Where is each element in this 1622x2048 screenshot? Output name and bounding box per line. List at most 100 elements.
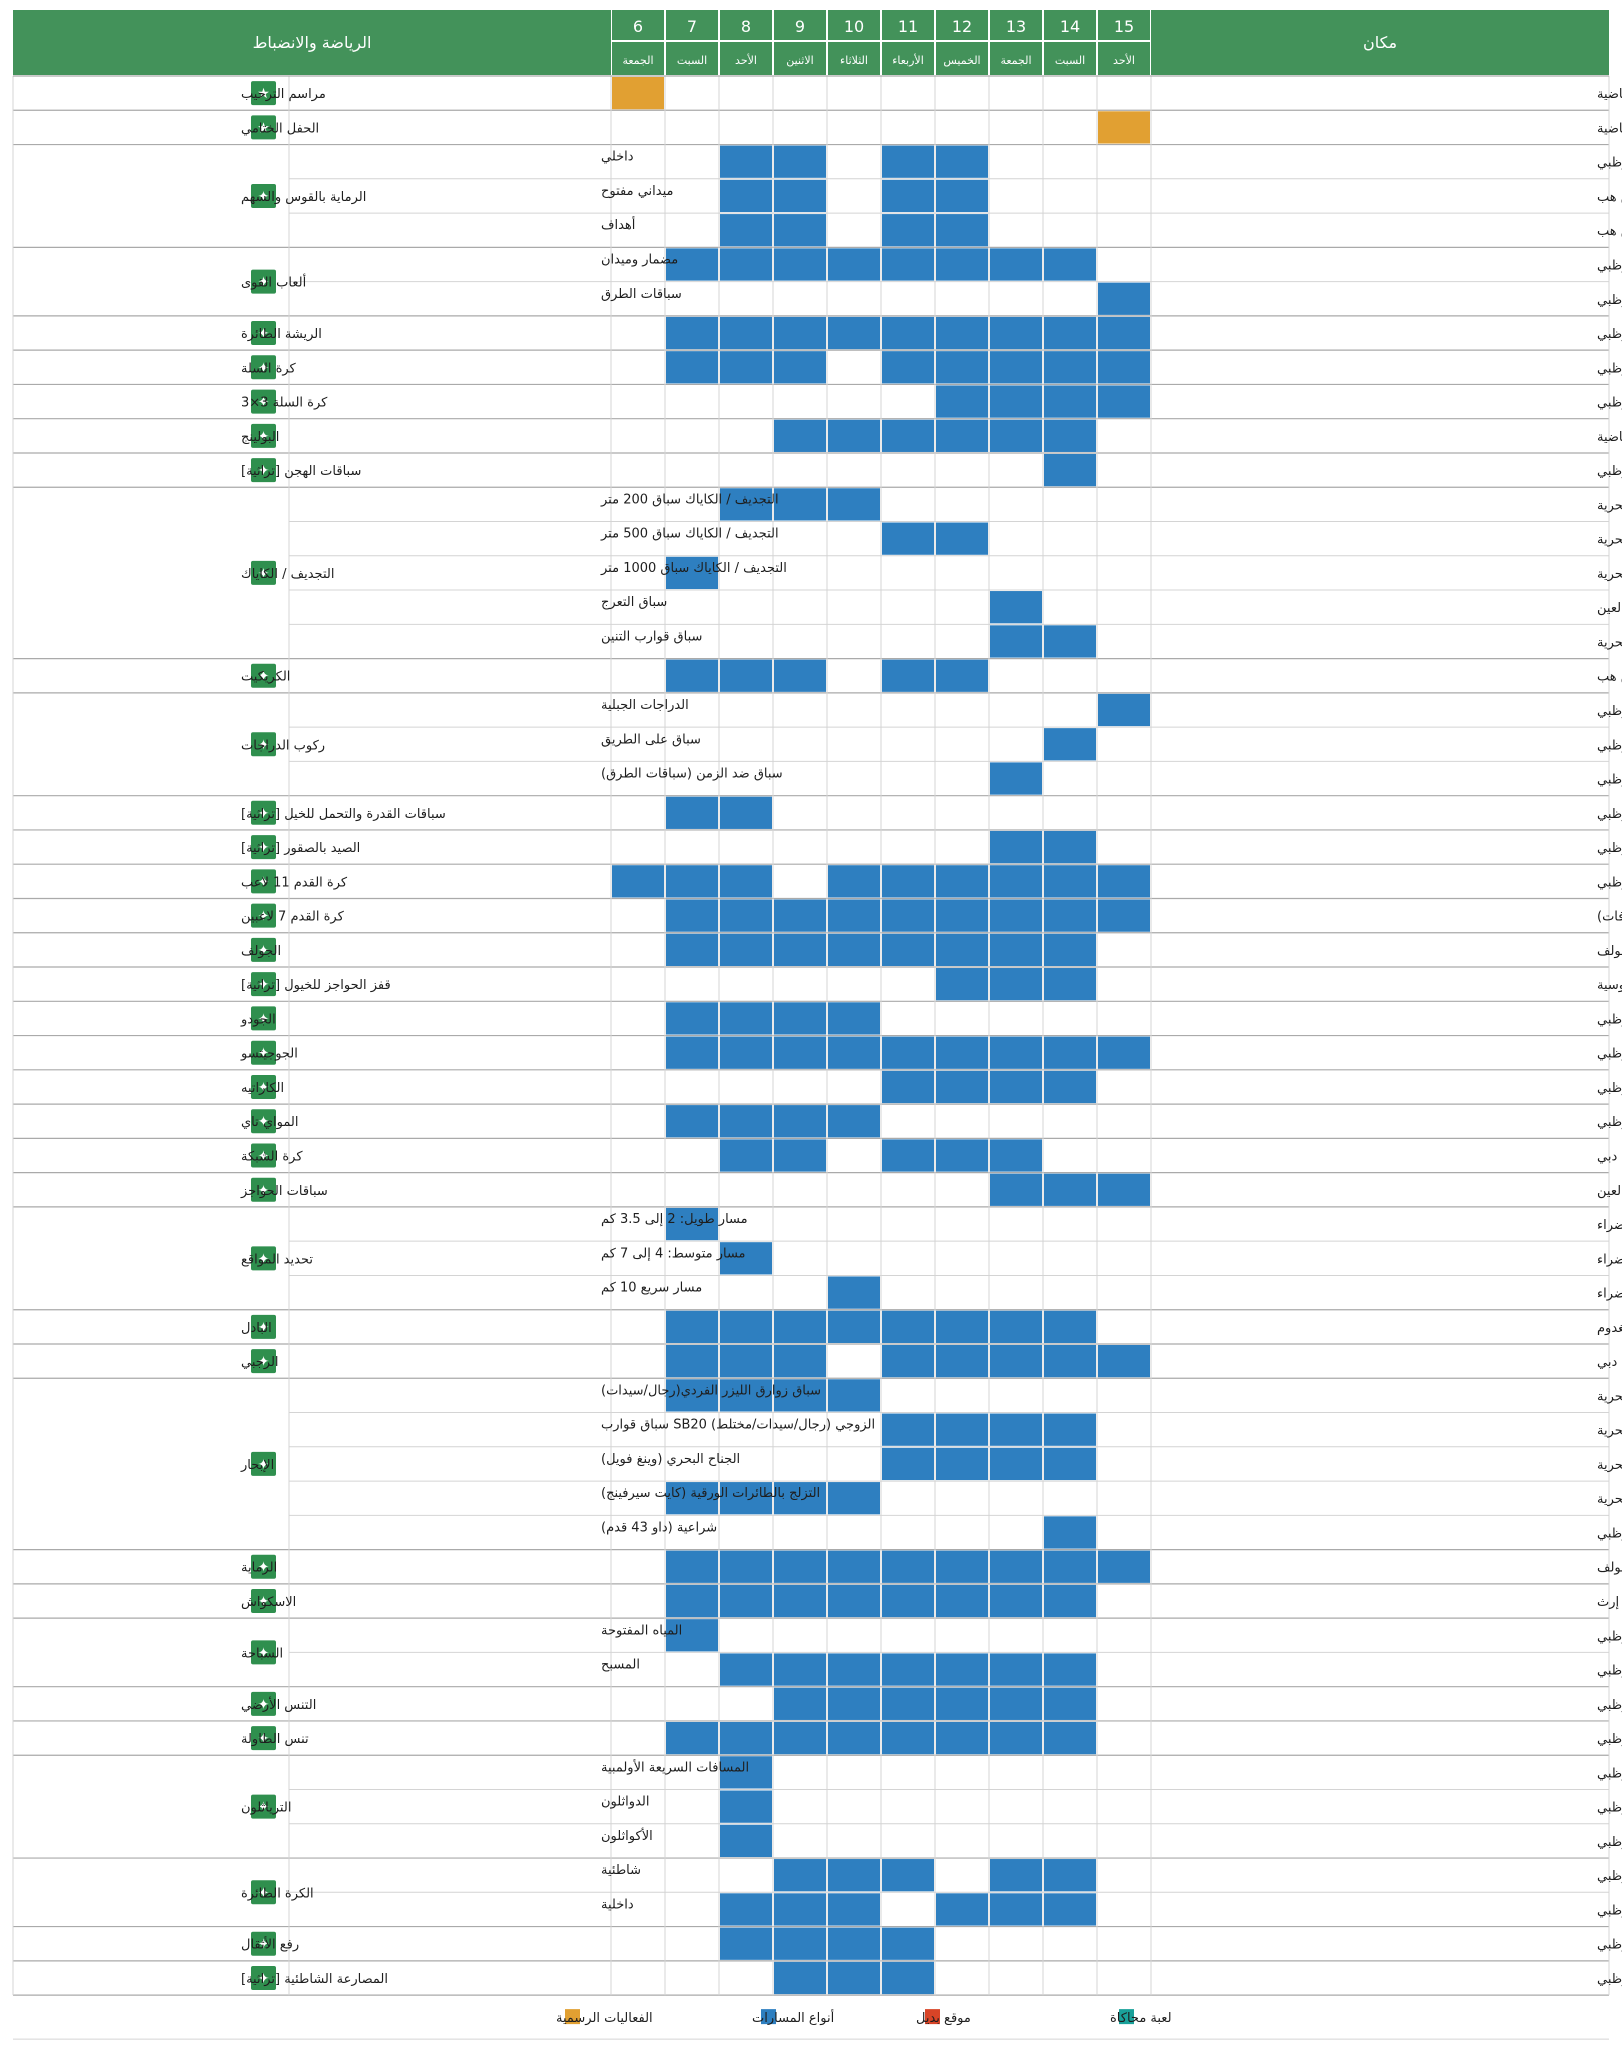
schedule-cell [882,1927,934,1960]
day-name: الجمعة [1000,54,1031,67]
event-label: مسار متوسط: 4 إلى 7 كم [601,1246,746,1261]
event-label: سباق زوارق الليزر الفردي(رجال/سيدات) [601,1383,821,1398]
sport-label: كرة السلة 3×3 [241,396,328,411]
sport-label: مراسم الترحيب [241,87,326,102]
schedule-cell [720,1310,772,1343]
schedule-cell [774,419,826,452]
sport-label: كرة القدم 7 لاعبين [241,910,345,925]
day-number: 15 [1114,17,1134,36]
venue-label: جزيرة الحديريات، أبوظبي [1597,1833,1622,1850]
day-number: 6 [633,17,643,36]
cycling-icon-glyph: ✦ [258,737,270,753]
star-icon [251,115,276,140]
schedule-cell [828,1482,880,1515]
schedule-cell [774,179,826,213]
schedule-cell [1044,1036,1096,1069]
schedule-cell [774,351,826,384]
schedule-cell [936,899,988,932]
schedule-cell [1098,351,1150,384]
schedule-cell [882,1859,934,1892]
sailing-icon [251,1451,276,1476]
basketball-icon [251,355,276,380]
football-icon-glyph: ✦ [258,874,270,890]
venue-label: شاطئ الكورنيش، أبوظبي [1597,1867,1622,1884]
schedule-cell [720,1790,772,1823]
schedule-cell [882,1310,934,1343]
schedule-cell [990,1653,1042,1686]
schedule-cell [1044,1070,1096,1104]
schedule-cell [774,145,826,178]
obstacle-icon-glyph: ✦ [258,1183,270,1199]
schedule-cell [774,1550,826,1583]
sport-label: الجودو [240,1012,276,1027]
day-number: 10 [844,17,864,36]
sport-label: الرماية بالقوس والسهم [241,190,366,205]
schedule-cell [1098,899,1150,932]
schedule-cell [882,1413,934,1446]
schedule-cell [828,1036,880,1069]
schedule-cell [882,865,934,898]
falconry-icon-glyph: ✦ [258,840,270,856]
schedule-cell [720,1242,772,1275]
event-label: مسار طويل: 2 إلى 3.5 كم [601,1212,748,1227]
schedule-cell [1044,865,1096,898]
schedule-cell [936,316,988,350]
schedule-cell [1044,1721,1096,1755]
event-label: سباقات الطرق [601,287,682,302]
venue-label: مارينا، نادي أبوظبي للرياضات البحرية [1597,1422,1622,1439]
schedule-cell [828,1105,880,1138]
schedule-cell [882,1447,934,1481]
schedule-cell [774,1961,826,1995]
schedule-cell [936,1653,988,1686]
event-label: داخلية [601,1897,634,1912]
schedule-cell [882,419,934,452]
sport-label: التنس الأرضي [241,1696,316,1713]
schedule-cell [1044,625,1096,658]
cricket-icon-glyph: ✦ [258,669,270,685]
legend-swatch [565,2009,580,2025]
schedule-cell [882,1036,934,1069]
schedule-cell [990,625,1042,658]
schedule-cell [774,1721,826,1755]
schedule-cell [882,145,934,178]
schedule-cell [720,145,772,178]
equestrian-icon-glyph: ✦ [258,977,270,993]
schedule-cell [720,1721,772,1755]
schedule-cell [1098,1173,1150,1206]
sport-label: رفع الأثقال [241,1936,299,1953]
schedule-cell [828,1653,880,1686]
venue-label: مركز أدنيك أبوظبي [1597,1901,1622,1918]
sport-label: الكاراتيه [241,1081,284,1096]
schedule-cell [936,1893,988,1926]
schedule-cell [774,1310,826,1343]
schedule-cell [720,248,772,281]
schedule-cell [666,1344,718,1378]
sailing-icon-glyph: ✦ [258,1457,270,1473]
schedule-cell [774,1653,826,1686]
schedule-cell [828,1002,880,1035]
schedule-cell [1098,111,1150,144]
schedule-cell [774,1344,826,1378]
schedule-cell [882,522,934,555]
venue-label: أكاديمية فاطمة بنت مبارك / إرث [1597,1593,1622,1610]
schedule-cell [774,899,826,932]
schedule-cell [936,522,988,555]
schedule-cell [774,1893,826,1926]
rugby-icon-glyph: ✦ [258,1354,270,1370]
schedule-cell [1044,1653,1096,1686]
schedule-cell [828,1379,880,1412]
sport-label: كرة السلة [241,361,297,376]
schedule-cell [774,1687,826,1720]
schedule-cell [1098,385,1150,418]
sport-column-header: الرياضة والانضباط [253,33,372,53]
event-label: سباق التعرج [601,595,667,610]
schedule-cell [1044,728,1096,761]
venue-label: مبزرة الخضراء [1597,1287,1622,1302]
schedule-cell [936,1036,988,1069]
schedule-cell [990,1687,1042,1720]
schedule-cell [882,214,934,247]
schedule-cell [1098,282,1150,315]
schedule-cell [774,488,826,521]
schedule-cell [774,933,826,967]
schedule-cell [936,933,988,967]
